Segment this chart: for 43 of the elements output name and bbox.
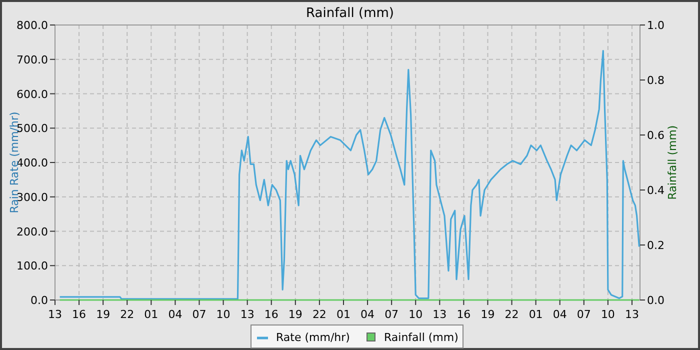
x-tick-label: 01 bbox=[144, 308, 158, 321]
y2-tick-label: 0.6 bbox=[647, 129, 664, 142]
x-tick-label: 16 bbox=[72, 308, 86, 321]
y2-tick-label: 0.0 bbox=[647, 294, 664, 307]
y2-tick-label: 0.8 bbox=[647, 74, 664, 87]
x-tick-label: 22 bbox=[312, 308, 326, 321]
y2-tick-label: 1.0 bbox=[647, 19, 664, 32]
x-tick-label: 16 bbox=[264, 308, 278, 321]
y2-axis-title: Rainfall (mm) bbox=[666, 125, 679, 200]
legend-label: Rate (mm/hr) bbox=[276, 331, 350, 344]
x-tick-label: 22 bbox=[120, 308, 134, 321]
x-tick-label: 19 bbox=[96, 308, 110, 321]
y-tick-label: 200.0 bbox=[16, 225, 48, 238]
y-tick-label: 500.0 bbox=[16, 122, 48, 136]
y2-tick-label: 0.4 bbox=[647, 184, 664, 197]
x-tick-label: 13 bbox=[432, 308, 447, 321]
x-tick-label: 13 bbox=[624, 308, 639, 321]
x-tick-label: 10 bbox=[600, 308, 615, 321]
x-tick-label: 07 bbox=[576, 308, 591, 321]
x-tick-label: 10 bbox=[408, 308, 423, 321]
y-tick-label: 800.0 bbox=[16, 19, 48, 32]
x-tick-label: 13 bbox=[48, 308, 62, 321]
x-tick-label: 07 bbox=[384, 308, 399, 321]
x-tick-label: 01 bbox=[528, 308, 543, 321]
x-tick-label: 01 bbox=[336, 308, 350, 321]
x-tick-label: 10 bbox=[216, 308, 230, 321]
y-tick-label: 400.0 bbox=[16, 156, 48, 170]
y-tick-label: 0.0 bbox=[30, 294, 48, 307]
x-tick-label: 13 bbox=[240, 308, 254, 321]
y-tick-label: 700.0 bbox=[16, 53, 48, 66]
y-tick-label: 600.0 bbox=[16, 88, 48, 101]
legend-label: Rainfall (mm) bbox=[384, 331, 458, 344]
x-tick-label: 04 bbox=[168, 308, 182, 321]
x-tick-label: 07 bbox=[192, 308, 206, 321]
y2-tick-label: 0.2 bbox=[647, 239, 664, 252]
chart-title: Rainfall (mm) bbox=[306, 6, 394, 21]
x-tick-label: 16 bbox=[456, 308, 471, 321]
x-tick-label: 04 bbox=[552, 308, 567, 321]
x-tick-label: 04 bbox=[360, 308, 375, 321]
x-tick-label: 19 bbox=[480, 308, 495, 321]
x-tick-label: 22 bbox=[504, 308, 519, 321]
y-tick-label: 100.0 bbox=[16, 260, 48, 273]
x-tick-label: 19 bbox=[288, 308, 302, 321]
